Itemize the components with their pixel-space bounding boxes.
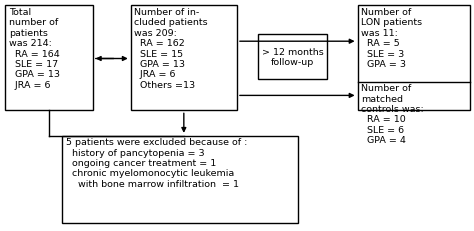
Text: Number of
LON patients
was 11:
  RA = 5
  SLE = 3
  GPA = 3: Number of LON patients was 11: RA = 5 SL… [361, 8, 422, 69]
Text: Number of in-
cluded patients
was 209:
  RA = 162
  SLE = 15
  GPA = 13
  JRA = : Number of in- cluded patients was 209: R… [135, 8, 208, 89]
FancyBboxPatch shape [258, 35, 327, 80]
Text: > 12 months
follow-up: > 12 months follow-up [262, 48, 323, 67]
FancyBboxPatch shape [357, 6, 470, 111]
Text: Number of
matched
controls was:
  RA = 10
  SLE = 6
  GPA = 4: Number of matched controls was: RA = 10 … [361, 84, 424, 145]
Text: 5 patients were excluded because of :
  history of pancytopenia = 3
  ongoing ca: 5 patients were excluded because of : hi… [66, 137, 247, 188]
FancyBboxPatch shape [62, 136, 299, 223]
FancyBboxPatch shape [131, 6, 237, 111]
FancyBboxPatch shape [5, 6, 93, 111]
Text: Total
number of
patients
was 214:
  RA = 164
  SLE = 17
  GPA = 13
  JRA = 6: Total number of patients was 214: RA = 1… [9, 8, 60, 89]
